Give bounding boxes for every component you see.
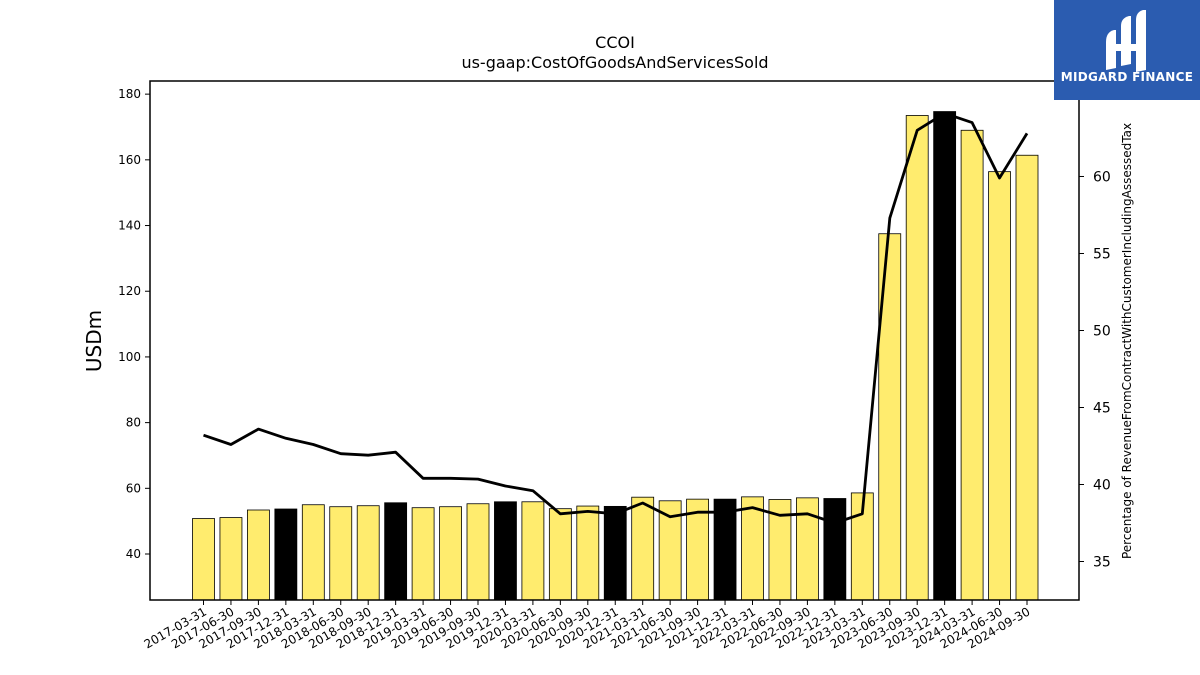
y-axis-label: USDm [82, 310, 106, 372]
bar [933, 111, 957, 601]
y-tick-label: 100 [118, 350, 141, 364]
bar [713, 498, 737, 601]
bar [631, 496, 655, 601]
chart-title: CCOI [595, 33, 635, 52]
bar [411, 507, 435, 601]
bar [548, 508, 572, 601]
bar [741, 496, 764, 601]
line-group [203, 111, 1029, 525]
plot-frame [149, 80, 1080, 601]
y-tick-label: 60 [126, 481, 141, 495]
bar [384, 502, 408, 601]
bar [905, 115, 929, 601]
bar [576, 505, 600, 601]
y2-tick-label: 35 [1093, 554, 1111, 570]
right-axis-ticks: 35 40 45 50 55 60 [1079, 169, 1111, 570]
bar [466, 503, 490, 601]
bar [439, 506, 462, 601]
bars-group [192, 111, 1039, 601]
bar [823, 498, 847, 601]
y2-tick-label: 60 [1093, 169, 1111, 185]
y-tick-label: 160 [118, 153, 141, 167]
left-axis-ticks: 40 60 80 100 120 140 160 180 [118, 87, 150, 561]
logo-mark-icon [1106, 10, 1146, 72]
bar [1015, 154, 1039, 601]
y-tick-label: 120 [118, 284, 141, 298]
bar [329, 506, 353, 601]
bar [192, 518, 215, 601]
y-tick-label: 180 [118, 87, 141, 101]
y2-tick-label: 45 [1093, 400, 1111, 416]
brand-logo: MIDGARD FINANCE [1054, 0, 1200, 100]
y-tick-label: 140 [118, 219, 141, 233]
bar [603, 505, 627, 601]
series-line [203, 111, 1029, 525]
bar [988, 171, 1011, 601]
bar [521, 501, 545, 601]
y2-tick-label: 50 [1093, 323, 1111, 339]
bar [219, 517, 243, 601]
x-axis-ticks: 2017-03-312017-06-302017-09-302017-12-31… [142, 600, 1033, 651]
bar [356, 505, 380, 601]
brand-name: MIDGARD FINANCE [1061, 70, 1193, 84]
y2-tick-label: 55 [1093, 246, 1111, 262]
bar [274, 508, 298, 601]
y2-tick-label: 40 [1093, 477, 1111, 493]
y2-axis-label: Percentage of RevenueFromContractWithCus… [1120, 123, 1134, 559]
bar [301, 504, 325, 601]
bar [494, 501, 517, 601]
y-tick-label: 40 [126, 547, 141, 561]
bar [246, 509, 270, 601]
bar [960, 129, 984, 601]
y-tick-label: 80 [126, 416, 141, 430]
chart-subtitle: us-gaap:CostOfGoodsAndServicesSold [461, 53, 768, 72]
